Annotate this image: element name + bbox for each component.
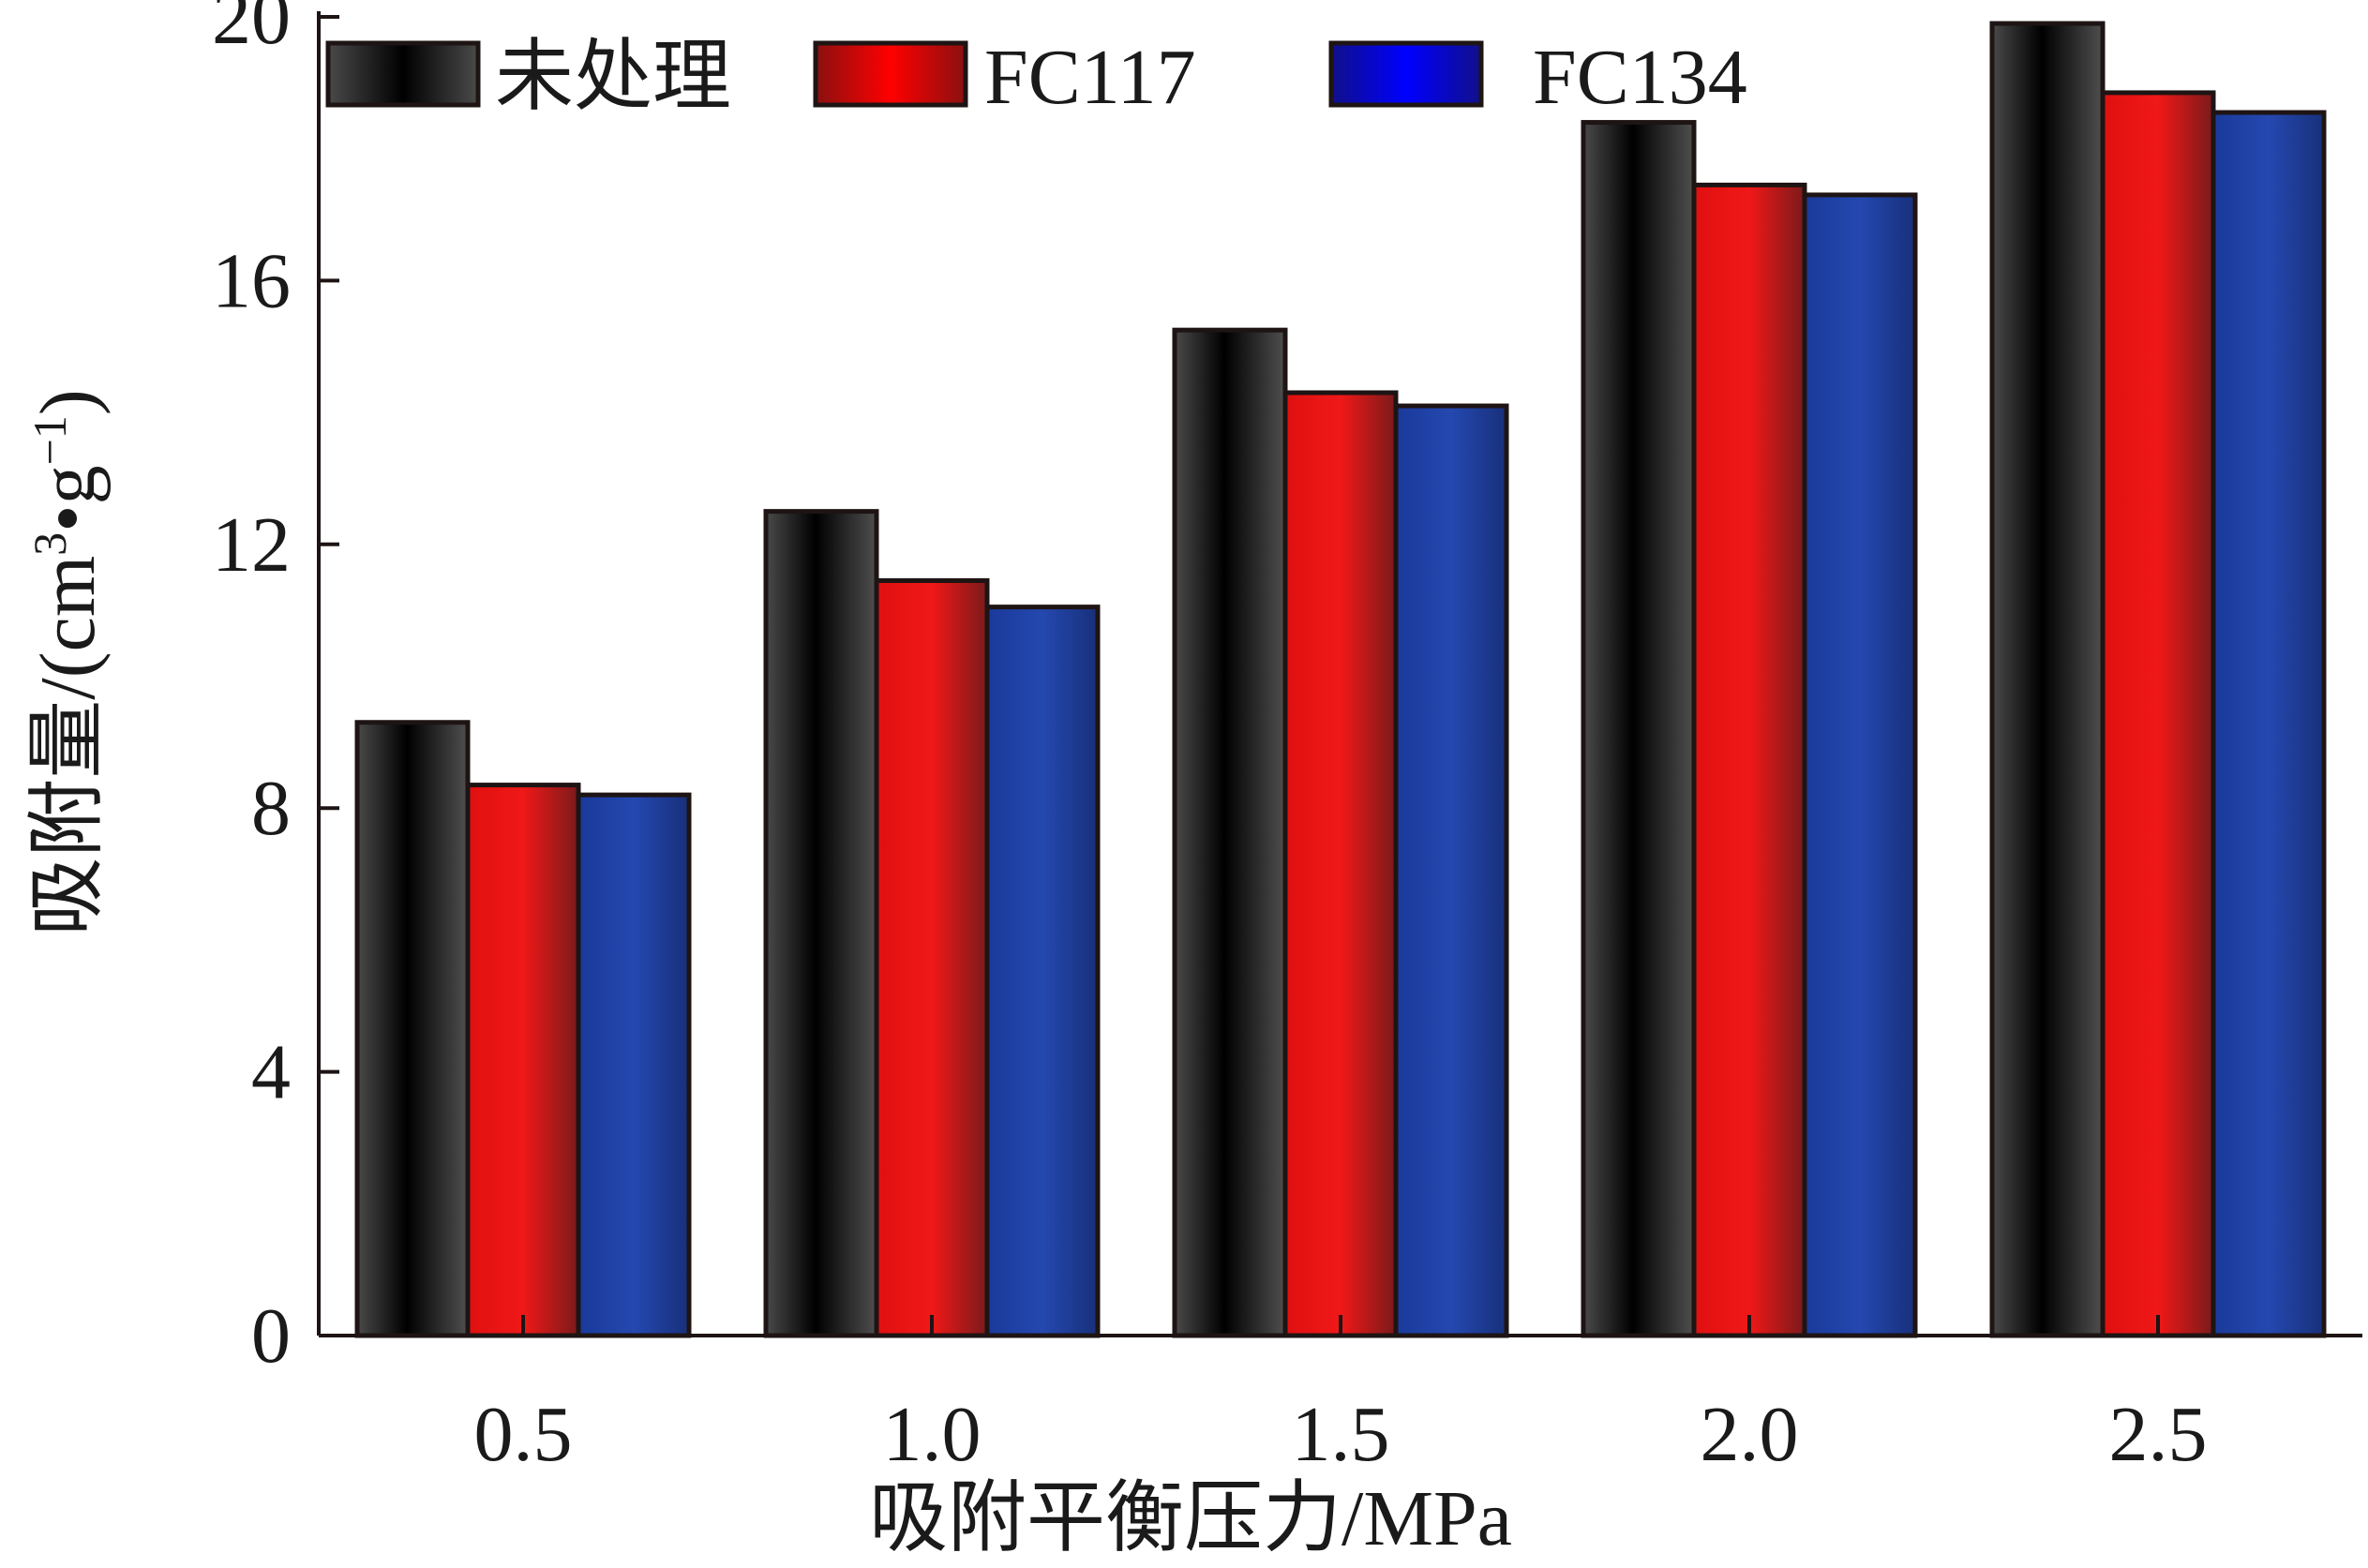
x-tick-label-2.5: 2.5 xyxy=(2109,1391,2208,1478)
x-axis-title: 吸附平衡压力/MPa xyxy=(869,1475,1512,1562)
y-axis-title-main: 吸附量/(cm xyxy=(24,556,112,936)
y-axis-title-sup1: 3 xyxy=(23,532,76,556)
axes-layer: 0 4 8 12 16 20 0.5 1.0 1.5 2.0 2.5 xyxy=(212,0,2362,1478)
x-tick-label-1.0: 1.0 xyxy=(883,1391,982,1478)
bar-FC134-2.0 xyxy=(1802,192,1918,1338)
bar-未处理-2.5 xyxy=(1989,21,2106,1338)
bar-FC117-2.0 xyxy=(1691,182,1807,1338)
y-tick-label-8: 8 xyxy=(251,765,291,852)
bar-FC134-0.5 xyxy=(576,792,692,1338)
legend-label-FC134: FC134 xyxy=(1533,34,1747,121)
bar-未处理-1.0 xyxy=(763,509,879,1338)
bar-FC117-0.5 xyxy=(465,783,581,1338)
legend-swatch-FC134 xyxy=(1328,40,1484,108)
legend-label-FC117: FC117 xyxy=(984,34,1196,121)
x-tick-label-1.5: 1.5 xyxy=(1292,1391,1390,1478)
bar-FC134-1.5 xyxy=(1393,403,1509,1338)
y-axis-title: 吸附量/(cm3•g−1) xyxy=(23,389,112,936)
x-tick-label-0.5: 0.5 xyxy=(474,1391,573,1478)
bar-FC117-1.0 xyxy=(874,577,990,1338)
bar-未处理-2.0 xyxy=(1581,120,1697,1338)
bar-FC117-1.5 xyxy=(1282,390,1399,1338)
y-tick-label-12: 12 xyxy=(212,501,291,589)
y-tick-label-16: 16 xyxy=(212,237,291,324)
y-axis-title-sup2: −1 xyxy=(23,415,76,465)
bar-FC134-1.0 xyxy=(984,605,1101,1338)
legend-swatch-未处理 xyxy=(325,40,481,108)
y-axis-title-end: ) xyxy=(24,389,112,415)
legend-swatch-FC117 xyxy=(813,40,968,108)
y-tick-label-20: 20 xyxy=(212,0,291,61)
legend-label-未处理: 未处理 xyxy=(495,34,731,121)
bar-FC117-2.5 xyxy=(2100,90,2216,1338)
y-tick-label-4: 4 xyxy=(251,1029,291,1116)
y-axis-title-mid: •g xyxy=(24,465,112,531)
svg-text:吸附量/(cm3•g−1): 吸附量/(cm3•g−1) xyxy=(23,389,112,936)
y-tick-label-0: 0 xyxy=(251,1292,291,1380)
bar-未处理-1.5 xyxy=(1172,327,1288,1338)
legend-item-FC134: FC134 xyxy=(1328,34,1747,121)
bar-未处理-0.5 xyxy=(354,720,471,1338)
legend-item-FC117: FC117 xyxy=(813,34,1196,121)
legend: 未处理 FC117 FC134 xyxy=(325,34,1747,121)
bar-FC134-2.5 xyxy=(2211,110,2327,1338)
x-tick-label-2.0: 2.0 xyxy=(1701,1391,1799,1478)
legend-item-未处理: 未处理 xyxy=(325,34,731,121)
bars-layer xyxy=(354,21,2327,1338)
